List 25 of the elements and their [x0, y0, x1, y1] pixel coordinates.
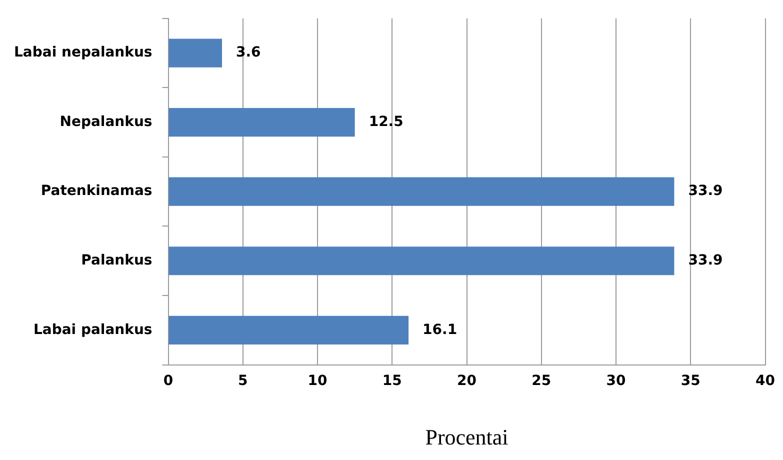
- bar: [168, 177, 674, 206]
- y-tick-label: Labai nepalankus: [14, 44, 152, 61]
- x-tick-label: 20: [457, 372, 477, 389]
- x-tick-label: 10: [308, 372, 328, 389]
- x-tick-label: 15: [382, 372, 402, 389]
- x-tick-label: 40: [756, 372, 776, 389]
- data-label: 16.1: [422, 322, 458, 338]
- data-label: 12.5: [368, 114, 404, 130]
- x-tick-label: 30: [606, 372, 626, 389]
- y-tick-label: Patenkinamas: [40, 183, 152, 200]
- bar: [168, 108, 355, 137]
- data-label: 3.6: [236, 44, 261, 61]
- data-label: 33.9: [688, 183, 723, 200]
- data-label: 33.9: [688, 252, 723, 269]
- bar: [168, 316, 409, 344]
- x-tick-label: 25: [532, 372, 552, 389]
- x-axis-title: Procentai: [425, 424, 508, 450]
- bar: [168, 38, 222, 68]
- bar: [168, 246, 674, 276]
- y-tick-label: Palankus: [81, 252, 152, 269]
- y-tick-label: Labai palankus: [33, 322, 152, 338]
- x-tick-label: 35: [680, 372, 700, 389]
- x-tick-label: 5: [238, 372, 248, 389]
- y-tick-label: Nepalankus: [60, 114, 152, 130]
- x-tick-label: 0: [163, 372, 174, 389]
